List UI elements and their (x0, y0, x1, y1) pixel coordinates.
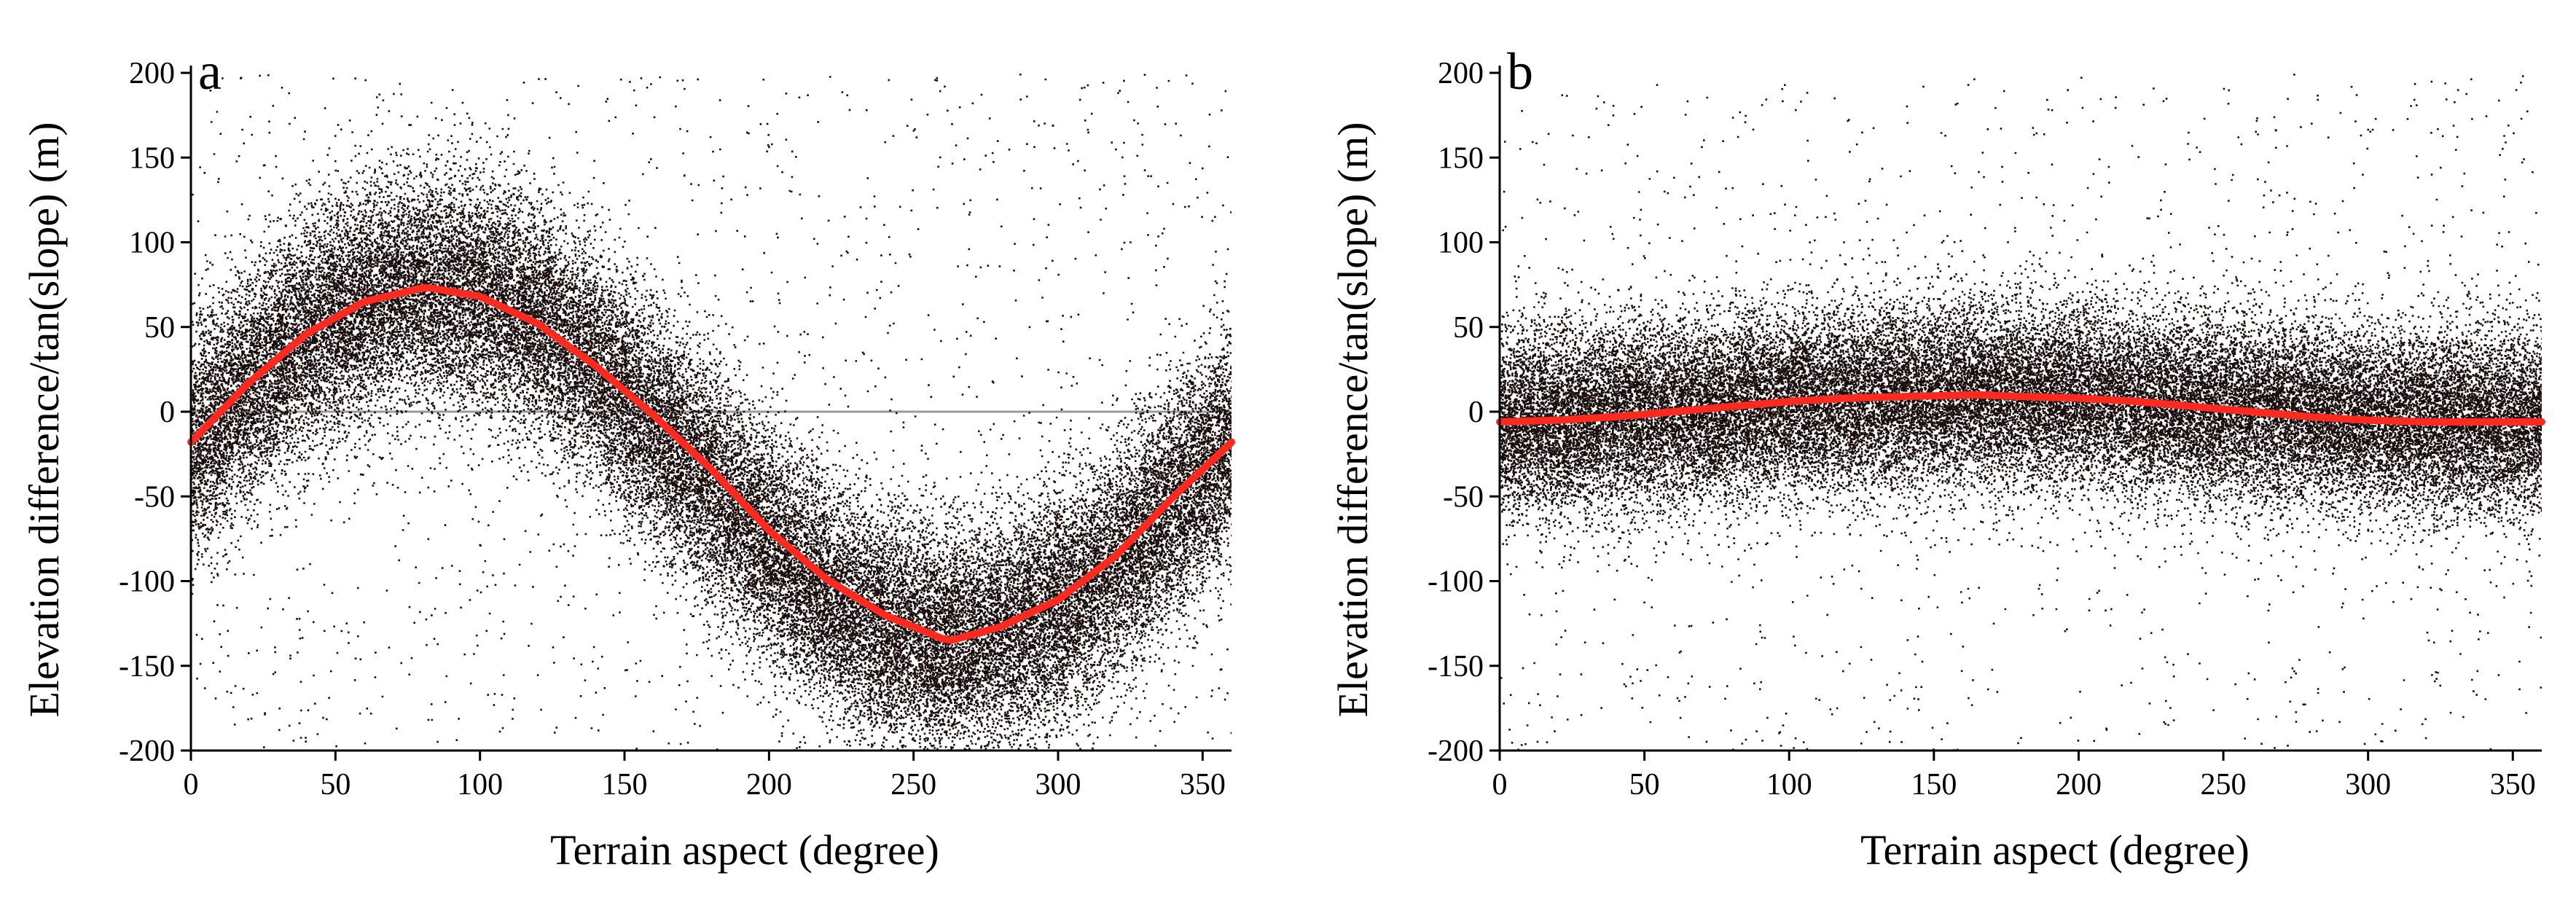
panel-label-b: b (1507, 42, 1533, 101)
x-tick-label-a-0: 0 (184, 768, 199, 802)
x-tick-label-b-300: 300 (2345, 768, 2391, 802)
x-tick-label-a-300: 300 (1036, 768, 1081, 802)
x-axis-title-a: Terrain aspect (degree) (550, 826, 939, 874)
x-tick-label-a-200: 200 (746, 768, 792, 802)
y-tick-label-a--50: -50 (134, 480, 175, 514)
y-tick-label-b--150: -150 (1428, 650, 1484, 683)
y-tick-label-a--150: -150 (119, 650, 175, 683)
x-tick-label-b-150: 150 (1911, 768, 1957, 802)
y-tick-label-b-200: 200 (1438, 57, 1484, 90)
y-tick-label-a-50: 50 (144, 311, 175, 345)
x-tick-label-a-250: 250 (890, 768, 936, 802)
x-tick-label-a-50: 50 (320, 768, 351, 802)
y-tick-label-b--50: -50 (1443, 480, 1484, 514)
y-tick-label-b-150: 150 (1438, 141, 1484, 175)
x-tick-label-a-150: 150 (602, 768, 648, 802)
x-tick-label-b-200: 200 (2056, 768, 2102, 802)
x-tick-label-b-0: 0 (1492, 768, 1508, 802)
x-axis-title-b: Terrain aspect (degree) (1860, 826, 2250, 874)
x-tick-label-b-100: 100 (1766, 768, 1812, 802)
y-tick-label-b-50: 50 (1453, 311, 1484, 345)
y-tick-label-a-0: 0 (160, 396, 175, 429)
x-tick-label-b-350: 350 (2490, 768, 2536, 802)
y-tick-label-a-100: 100 (129, 227, 175, 260)
panel-label-a: a (198, 42, 222, 101)
y-axis-title-a: Elevation difference/tan(slope) (m) (20, 122, 68, 717)
x-tick-label-b-250: 250 (2201, 768, 2247, 802)
y-tick-label-a-150: 150 (129, 141, 175, 175)
y-tick-label-b--100: -100 (1428, 565, 1484, 599)
y-tick-label-b--200: -200 (1428, 735, 1484, 768)
x-tick-label-a-100: 100 (457, 768, 503, 802)
y-tick-label-a--100: -100 (119, 565, 175, 599)
y-tick-label-a--200: -200 (119, 735, 175, 768)
x-tick-label-a-350: 350 (1180, 768, 1226, 802)
y-axis-title-b: Elevation difference/tan(slope) (m) (1329, 122, 1377, 717)
y-tick-label-b-0: 0 (1468, 396, 1484, 429)
y-tick-label-b-100: 100 (1438, 227, 1484, 260)
y-tick-label-a-200: 200 (129, 57, 175, 90)
x-tick-label-b-50: 50 (1629, 768, 1660, 802)
